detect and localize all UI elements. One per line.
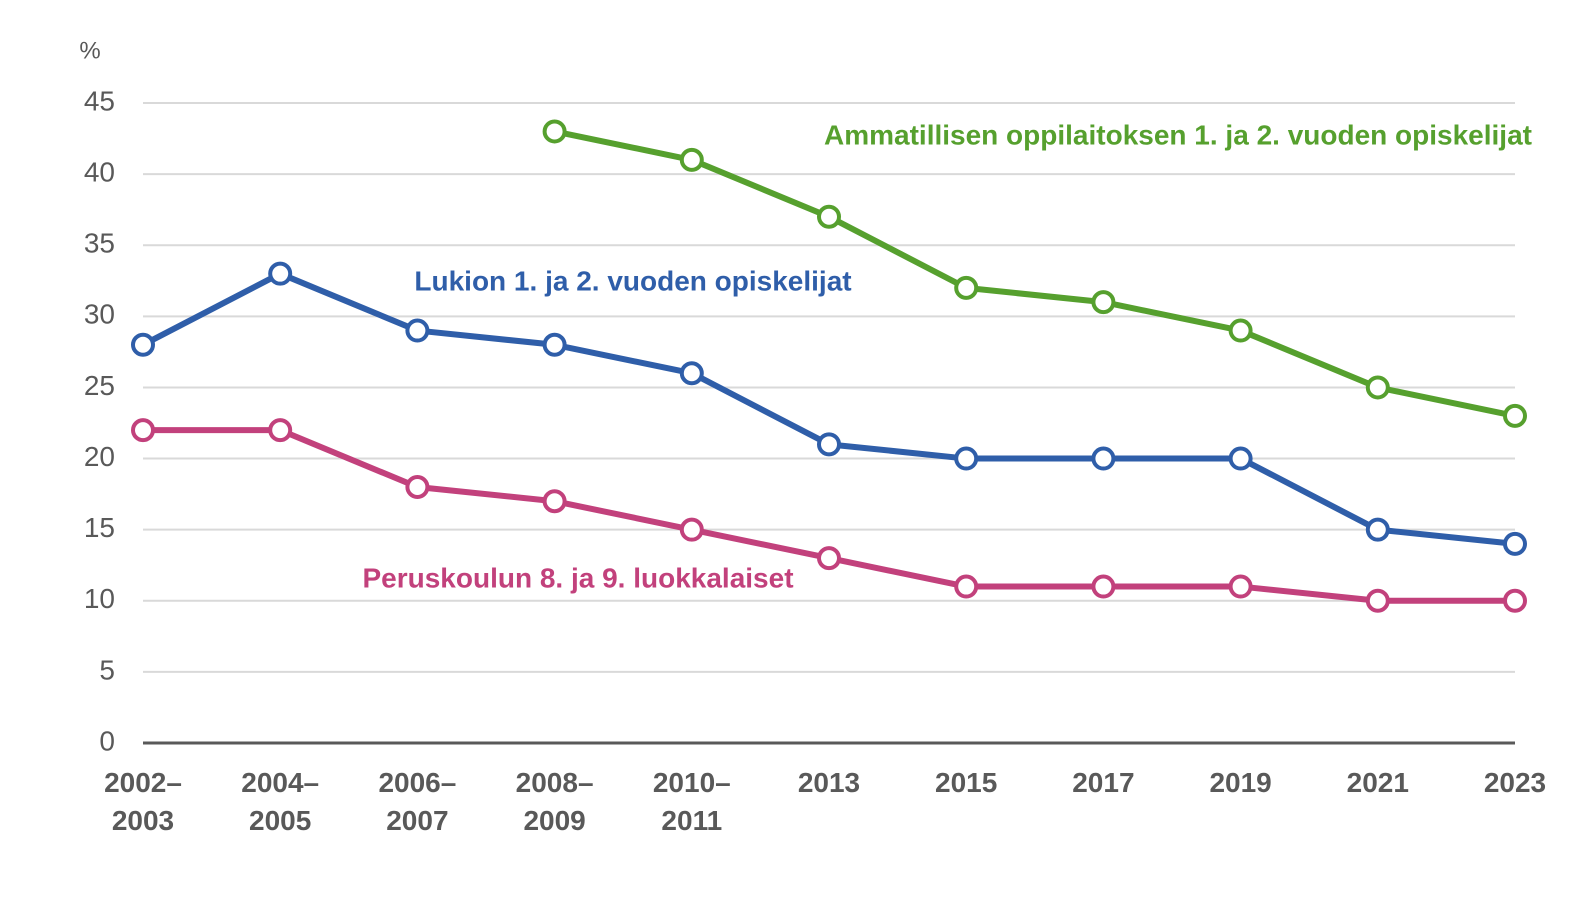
point-marker [1091, 574, 1116, 599]
x-tick-label: 2002–2003 [104, 767, 182, 836]
point-marker [679, 517, 704, 542]
series-label: Ammatillisen oppilaitoksen 1. ja 2. vuod… [824, 119, 1532, 150]
x-tick-label: 2006–2007 [378, 767, 457, 836]
y-tick-label: 30 [84, 299, 115, 330]
point-marker [954, 574, 979, 599]
point-marker [1091, 290, 1116, 315]
y-tick-label: 15 [84, 512, 115, 543]
x-tick-label: 2013 [797, 767, 861, 798]
point-marker [1365, 375, 1390, 400]
y-axis-label: % [79, 37, 100, 64]
point-marker [954, 446, 979, 471]
point-marker [1091, 446, 1116, 471]
point-marker [131, 332, 155, 357]
point-marker [954, 275, 979, 300]
y-tick-label: 20 [84, 441, 115, 472]
point-marker [268, 418, 293, 443]
series-line [553, 128, 1516, 419]
point-marker [1365, 588, 1390, 613]
x-tick-label: 2004–2005 [241, 767, 320, 836]
series-label: Peruskoulun 8. ja 9. luokkalaiset [362, 562, 793, 593]
x-tick-label: 2019 [1209, 767, 1272, 798]
point-marker [542, 119, 567, 144]
point-marker [679, 147, 704, 172]
point-marker [817, 432, 841, 457]
series-label: Lukion 1. ja 2. vuoden opiskelijat [414, 265, 851, 296]
point-marker [542, 489, 567, 514]
y-tick-label: 40 [84, 157, 115, 188]
point-marker [131, 418, 155, 443]
point-marker [542, 332, 567, 357]
point-marker [817, 546, 841, 571]
y-tick-label: 45 [84, 85, 115, 116]
point-marker [268, 261, 293, 286]
y-tick-label: 35 [84, 228, 115, 259]
x-tick-label: 2015 [935, 767, 998, 798]
point-marker [1503, 531, 1527, 556]
point-marker [1228, 318, 1253, 343]
point-marker [1365, 517, 1390, 542]
y-tick-label: 0 [99, 725, 115, 756]
x-tick-label: 2023 [1483, 767, 1547, 798]
y-tick-label: 25 [84, 370, 115, 401]
x-tick-label: 2021 [1346, 767, 1409, 798]
x-tick-label: 2008–2009 [515, 767, 594, 836]
x-tick-label: 2017 [1072, 767, 1135, 798]
series-line [141, 270, 1516, 547]
point-marker [1228, 574, 1253, 599]
point-marker [817, 204, 841, 229]
y-tick-label: 5 [99, 654, 115, 685]
point-marker [1503, 588, 1527, 613]
point-marker [1228, 446, 1253, 471]
point-marker [1503, 403, 1527, 428]
point-marker [679, 361, 704, 386]
point-marker [405, 475, 430, 499]
x-tick-label: 2010–2011 [652, 767, 731, 836]
point-marker [405, 318, 430, 343]
y-tick-label: 10 [84, 583, 115, 614]
